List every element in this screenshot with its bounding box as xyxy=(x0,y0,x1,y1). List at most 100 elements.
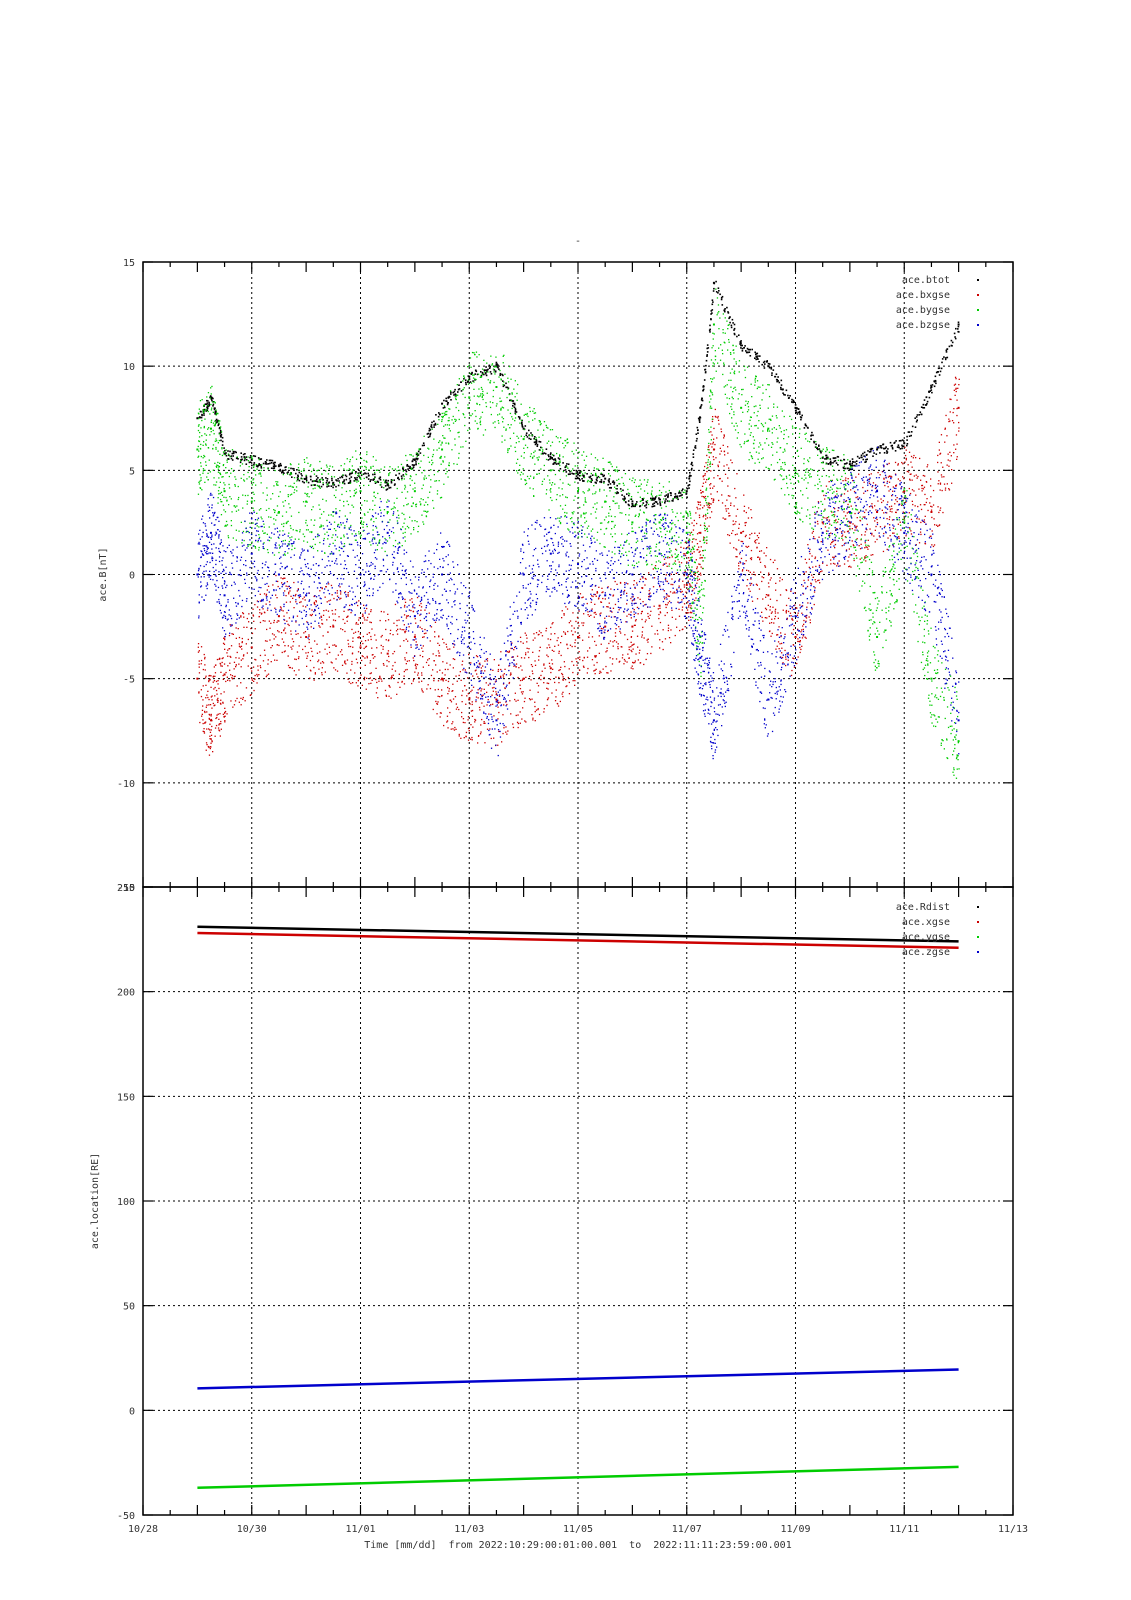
data-point xyxy=(822,562,824,564)
data-point xyxy=(839,459,842,462)
data-point xyxy=(439,669,441,671)
data-point xyxy=(671,499,673,502)
data-point xyxy=(937,471,939,473)
data-point xyxy=(467,404,469,406)
data-point xyxy=(209,747,211,750)
data-point xyxy=(565,685,567,688)
data-point xyxy=(700,492,702,494)
data-point xyxy=(787,659,789,661)
data-point xyxy=(852,544,854,546)
data-point xyxy=(525,652,527,654)
data-point xyxy=(823,494,825,497)
data-point xyxy=(322,635,324,637)
data-point xyxy=(847,511,850,513)
data-point xyxy=(871,486,873,488)
data-point xyxy=(450,393,452,395)
data-point xyxy=(820,451,822,454)
data-point xyxy=(504,668,506,670)
data-point xyxy=(393,532,395,534)
data-point xyxy=(902,440,905,442)
data-point xyxy=(305,606,307,608)
data-point xyxy=(525,634,527,636)
data-point xyxy=(286,612,288,614)
data-point xyxy=(279,462,282,465)
data-point xyxy=(224,715,226,717)
data-point xyxy=(801,605,804,607)
data-point xyxy=(738,568,740,570)
data-point xyxy=(794,404,797,406)
data-point xyxy=(883,477,885,479)
data-point xyxy=(440,455,442,458)
data-point xyxy=(472,726,474,728)
data-point xyxy=(430,479,432,481)
data-point xyxy=(704,473,706,475)
data-point xyxy=(908,451,911,453)
data-point xyxy=(546,682,548,684)
data-point xyxy=(484,722,486,724)
data-point xyxy=(600,601,603,603)
data-point xyxy=(864,534,866,536)
data-point xyxy=(432,708,434,711)
data-point xyxy=(479,733,482,735)
data-point xyxy=(803,573,805,575)
data-point xyxy=(436,703,439,705)
data-point xyxy=(198,436,201,438)
data-point xyxy=(900,529,902,531)
data-point xyxy=(667,627,670,629)
data-point xyxy=(911,500,913,502)
data-point xyxy=(626,638,629,641)
data-point xyxy=(906,470,908,473)
data-point xyxy=(825,517,827,519)
data-point xyxy=(421,647,423,649)
data-point xyxy=(426,511,428,513)
data-point xyxy=(217,424,220,427)
data-point xyxy=(543,664,545,666)
data-point xyxy=(581,622,583,624)
data-point xyxy=(776,568,779,570)
data-point xyxy=(944,358,947,361)
data-point xyxy=(760,550,763,552)
data-point xyxy=(396,470,398,472)
data-point xyxy=(442,638,444,640)
data-point xyxy=(596,661,598,664)
data-point xyxy=(683,547,685,549)
data-point xyxy=(707,466,709,469)
data-point xyxy=(401,479,403,481)
data-point xyxy=(418,681,420,683)
data-point xyxy=(785,612,787,614)
data-point xyxy=(254,678,256,680)
data-point xyxy=(591,479,593,482)
data-point xyxy=(686,609,689,611)
data-point xyxy=(659,621,662,624)
data-point xyxy=(418,448,420,450)
data-point xyxy=(446,403,449,406)
data-point xyxy=(470,738,472,740)
data-point xyxy=(618,661,620,663)
data-point xyxy=(237,485,239,488)
data-point xyxy=(633,613,635,616)
data-point xyxy=(679,629,681,632)
data-point xyxy=(489,371,492,373)
data-point xyxy=(418,677,420,679)
data-point xyxy=(476,356,478,358)
data-point xyxy=(640,612,642,615)
data-point xyxy=(705,518,707,520)
data-point xyxy=(656,629,658,632)
data-point xyxy=(865,560,867,562)
data-point xyxy=(348,482,350,484)
data-point xyxy=(425,477,427,479)
data-point xyxy=(359,646,362,649)
data-point xyxy=(326,653,328,655)
data-point xyxy=(897,463,899,465)
data-point xyxy=(287,543,289,545)
data-point xyxy=(711,299,714,301)
data-point xyxy=(769,606,771,608)
data-point xyxy=(292,597,294,599)
data-point xyxy=(273,509,275,511)
data-point xyxy=(463,387,465,389)
data-point xyxy=(214,420,216,422)
data-point xyxy=(201,399,203,401)
data-point xyxy=(834,543,837,546)
data-point xyxy=(439,712,442,714)
data-point xyxy=(814,538,816,540)
